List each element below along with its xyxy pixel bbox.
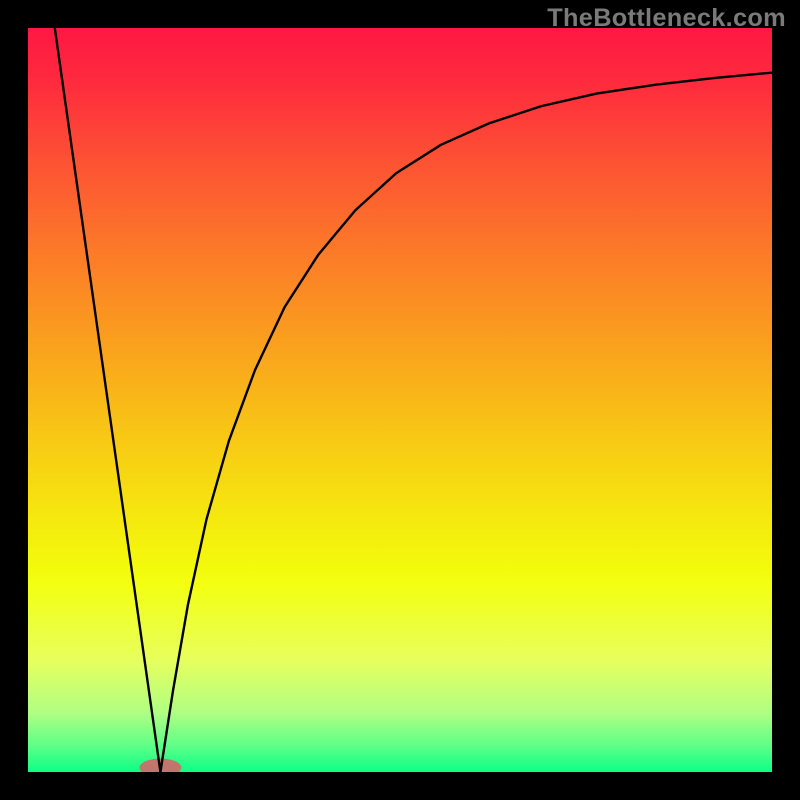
chart-container: TheBottleneck.com xyxy=(0,0,800,800)
watermark-text: TheBottleneck.com xyxy=(547,4,786,33)
bottleneck-chart xyxy=(0,0,800,800)
gradient-background xyxy=(28,28,772,772)
